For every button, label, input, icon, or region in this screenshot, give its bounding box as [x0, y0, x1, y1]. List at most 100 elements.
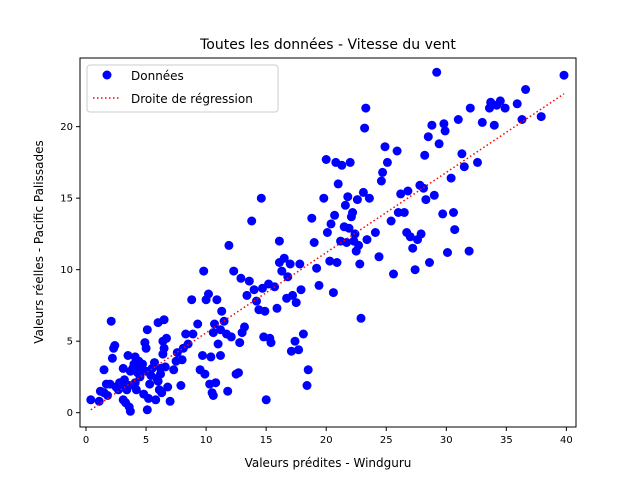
data-point	[162, 333, 171, 343]
data-point	[169, 365, 179, 375]
data-point	[199, 266, 209, 276]
y-tick-label: 10	[60, 265, 73, 276]
x-tick-label: 20	[320, 435, 333, 446]
data-point	[386, 216, 396, 226]
data-point	[181, 329, 191, 339]
data-point	[465, 103, 475, 113]
data-point	[319, 193, 329, 203]
legend: Données Droite de régression	[86, 64, 279, 113]
data-point	[94, 396, 104, 406]
data-point	[266, 338, 276, 348]
data-point	[274, 236, 284, 246]
data-point	[99, 365, 109, 375]
data-point	[345, 157, 355, 167]
data-point	[477, 117, 487, 127]
data-point	[423, 132, 433, 142]
data-point	[408, 243, 418, 253]
data-point	[344, 223, 354, 233]
data-point	[288, 290, 298, 300]
data-point	[392, 146, 402, 156]
data-point	[216, 351, 225, 360]
data-point	[340, 200, 350, 210]
data-point	[354, 240, 364, 250]
data-point	[303, 365, 313, 375]
data-point	[459, 162, 469, 172]
data-point	[110, 341, 120, 350]
data-point	[256, 193, 266, 203]
data-point	[277, 266, 287, 276]
data-point	[261, 395, 271, 405]
legend-label-donnees: Données	[131, 69, 184, 83]
data-point	[217, 306, 227, 316]
data-point	[141, 343, 151, 353]
data-point	[187, 295, 197, 305]
data-point	[362, 235, 372, 245]
data-point	[200, 369, 210, 379]
data-point	[118, 363, 128, 373]
data-point	[405, 232, 415, 242]
x-tick-label: 5	[143, 435, 149, 446]
data-point	[328, 288, 338, 298]
data-point	[153, 376, 163, 386]
data-point	[443, 248, 452, 257]
data-point	[151, 395, 161, 405]
data-point	[198, 351, 207, 360]
data-point	[159, 343, 169, 353]
data-point	[464, 246, 474, 256]
data-point	[389, 269, 398, 279]
data-point	[291, 298, 301, 308]
data-point	[453, 115, 463, 124]
data-point	[330, 210, 340, 220]
data-point	[279, 253, 289, 263]
data-point	[226, 332, 236, 342]
data-point	[376, 176, 386, 186]
data-point	[473, 157, 482, 167]
y-tick-label: 5	[67, 337, 73, 348]
x-axis-label: Valeurs prédites - Windguru	[245, 456, 412, 470]
data-point	[138, 359, 147, 369]
x-tick-label: 15	[260, 435, 273, 446]
data-point	[142, 325, 152, 335]
data-point	[326, 219, 336, 229]
x-tick-label: 30	[440, 435, 453, 446]
data-point	[332, 258, 342, 267]
data-point	[536, 112, 546, 122]
data-point	[322, 228, 332, 237]
data-point	[361, 103, 371, 113]
data-point	[260, 306, 270, 316]
data-point	[160, 362, 170, 372]
data-point	[416, 229, 426, 239]
data-point	[321, 155, 331, 164]
data-point	[360, 123, 370, 133]
y-axis: 0 5 10 15 20	[60, 122, 80, 419]
data-point	[107, 353, 117, 363]
data-point	[399, 208, 409, 217]
data-point	[374, 252, 384, 262]
data-point	[429, 190, 439, 200]
data-point	[382, 157, 392, 167]
data-point	[242, 290, 252, 300]
data-point	[159, 315, 169, 325]
data-point	[244, 276, 254, 286]
x-tick-label: 40	[560, 435, 573, 446]
data-point	[446, 173, 456, 183]
y-axis-label: Valeurs réelles - Pacific Palissades	[32, 140, 46, 343]
data-point	[86, 395, 96, 405]
data-point	[163, 382, 173, 392]
data-point	[131, 385, 141, 395]
data-point	[223, 386, 233, 396]
data-point	[296, 285, 306, 295]
data-point	[421, 195, 431, 205]
data-point	[419, 183, 428, 193]
data-point	[438, 209, 448, 219]
y-tick-label: 0	[67, 408, 73, 419]
data-point	[559, 70, 569, 80]
data-point	[229, 266, 239, 276]
x-tick-label: 35	[500, 435, 513, 446]
data-point	[188, 329, 198, 339]
data-point	[125, 406, 135, 416]
data-point	[208, 391, 218, 400]
y-tick-label: 20	[60, 122, 73, 133]
data-point	[123, 351, 133, 360]
